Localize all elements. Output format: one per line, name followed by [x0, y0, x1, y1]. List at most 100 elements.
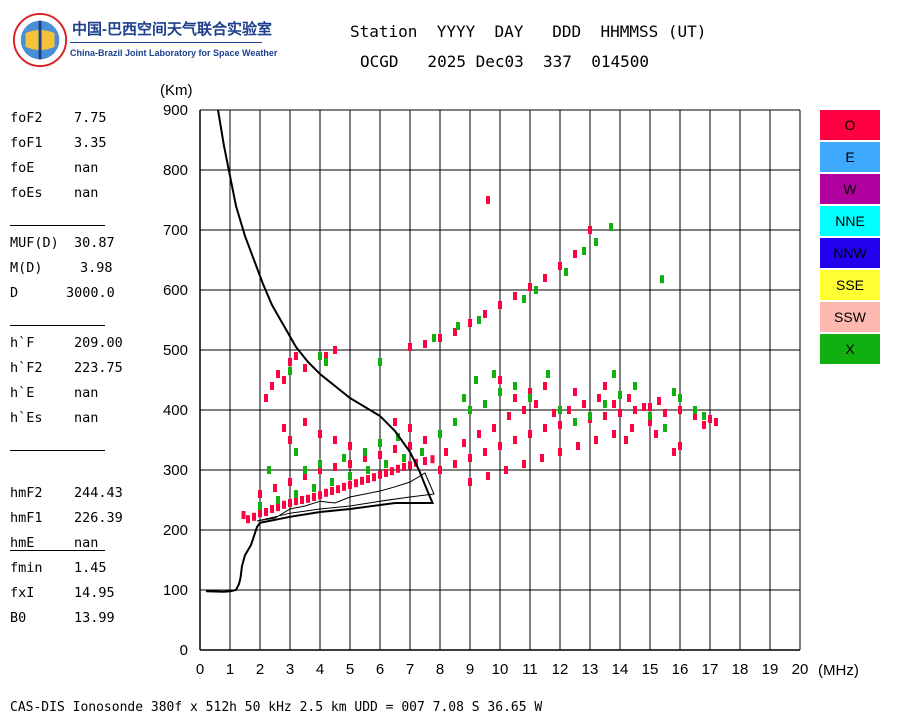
data-point-o: [288, 358, 292, 366]
data-point-o: [663, 409, 667, 417]
data-point-o: [498, 442, 502, 450]
data-point-o: [627, 394, 631, 402]
data-point-o: [453, 460, 457, 468]
y-tick-label: 200: [163, 522, 188, 539]
data-point-x: [294, 448, 298, 456]
param-name: D: [10, 285, 19, 301]
data-point-o: [393, 445, 397, 453]
data-point-x: [474, 376, 478, 384]
data-point-o: [423, 436, 427, 444]
data-point-x: [660, 275, 664, 284]
logo-rule: [70, 42, 262, 43]
data-point-o: [276, 503, 280, 512]
data-point-x: [648, 412, 652, 420]
header-line-1: Station YYYY DAY DDD HHMMSS (UT): [350, 22, 707, 41]
data-point-o: [294, 497, 298, 506]
data-point-o: [543, 274, 547, 282]
param-value: nan: [74, 410, 99, 426]
x-tick-label: 20: [792, 661, 809, 678]
legend-label: NNW: [833, 245, 867, 261]
y-tick-label: 300: [163, 462, 188, 479]
legend-item-nne: NNE: [820, 206, 880, 236]
legend-label: E: [845, 149, 855, 165]
legend-item-w: W: [820, 174, 880, 204]
param-value: 30.87: [74, 235, 115, 251]
param-value: 223.75: [74, 360, 123, 376]
data-point-x: [513, 382, 517, 390]
data-point-o: [507, 412, 511, 420]
data-point-o: [642, 403, 646, 411]
data-point-o: [270, 382, 274, 390]
data-point-o: [462, 439, 466, 447]
data-point-o: [276, 370, 280, 378]
data-point-x: [456, 322, 460, 330]
data-point-o: [444, 448, 448, 456]
param-name: hmF2: [10, 485, 43, 501]
data-point-o: [528, 283, 532, 291]
legend-label: W: [843, 181, 857, 197]
data-point-o: [522, 460, 526, 468]
param-value: 244.43: [74, 485, 123, 501]
y-tick-label: 600: [163, 282, 188, 299]
data-point-x: [612, 370, 616, 378]
data-point-x: [534, 286, 538, 294]
data-point-o: [657, 397, 661, 405]
data-point-o: [402, 463, 406, 471]
data-point-o: [348, 481, 352, 489]
param-value: 13.99: [74, 610, 115, 626]
data-point-o: [342, 482, 346, 491]
param-name: h`F2: [10, 360, 43, 376]
data-point-o: [393, 418, 397, 426]
logo-text-en: China-Brazil Joint Laboratory for Space …: [70, 48, 278, 58]
data-point-o: [486, 196, 490, 204]
x-tick-label: 2: [256, 661, 264, 678]
data-point-o: [543, 424, 547, 432]
data-point-o: [654, 430, 658, 438]
data-point-o: [498, 376, 502, 384]
param-name: hmE: [10, 535, 35, 551]
data-point-x: [564, 268, 568, 276]
param-value: 226.39: [74, 510, 123, 526]
data-point-o: [528, 430, 532, 438]
param-name: hmF1: [10, 510, 43, 526]
data-point-o: [318, 466, 322, 474]
data-point-o: [354, 479, 358, 488]
param-value: 209.00: [74, 335, 123, 351]
data-point-o: [282, 424, 286, 432]
data-point-o: [324, 352, 328, 360]
data-point-x: [663, 424, 667, 432]
data-point-o: [543, 382, 547, 390]
data-point-x: [483, 400, 487, 408]
data-point-x: [594, 238, 598, 246]
data-point-o: [513, 292, 517, 300]
data-point-x: [276, 496, 280, 504]
data-point-x: [363, 448, 367, 456]
data-point-x: [330, 478, 334, 486]
data-point-o: [618, 409, 622, 417]
data-point-o: [408, 424, 412, 432]
data-point-o: [330, 487, 334, 495]
data-point-o: [303, 472, 307, 480]
data-point-x: [702, 412, 706, 420]
y-tick-label: 100: [163, 582, 188, 599]
echo-points: [241, 196, 718, 524]
data-point-x: [462, 394, 466, 402]
param-value: 3.35: [74, 135, 107, 151]
data-point-o: [408, 343, 412, 351]
data-point-o: [270, 505, 274, 513]
data-point-o: [348, 460, 352, 468]
x-tick-label: 6: [376, 661, 384, 678]
data-point-o: [360, 476, 364, 485]
data-point-o: [288, 499, 292, 507]
data-point-x: [288, 367, 292, 375]
data-point-x: [588, 412, 592, 420]
data-point-o: [714, 418, 718, 426]
data-point-x: [618, 391, 622, 399]
data-point-x: [432, 334, 436, 342]
data-point-x: [258, 502, 262, 510]
data-point-o: [534, 400, 538, 408]
data-point-x: [312, 484, 316, 492]
data-point-o: [630, 424, 634, 432]
data-point-o: [372, 473, 376, 482]
data-point-o: [624, 436, 628, 444]
